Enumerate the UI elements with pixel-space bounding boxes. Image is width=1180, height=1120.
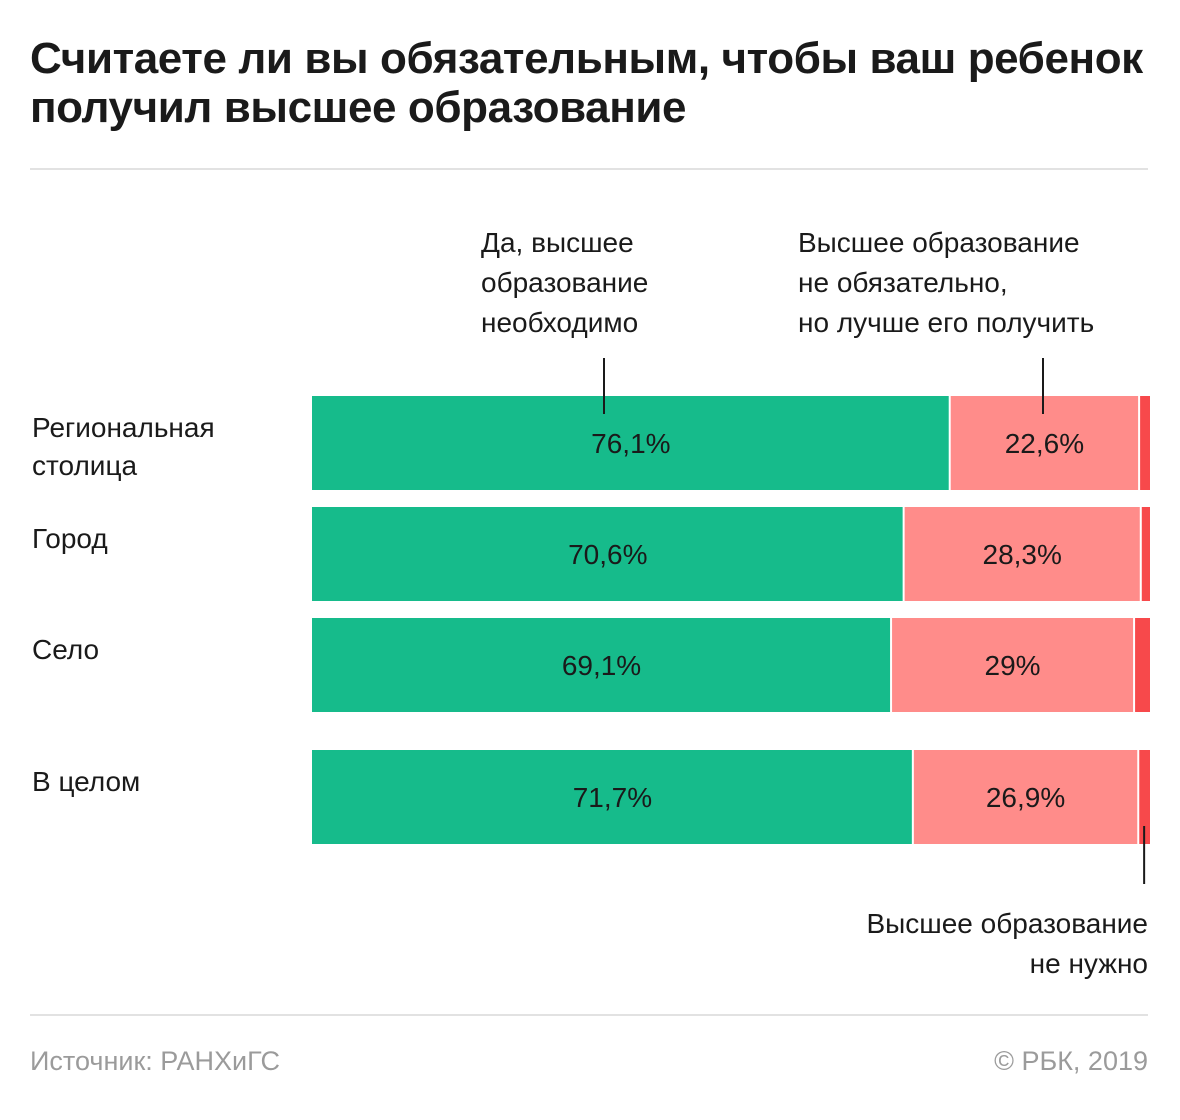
legend-yes-line: Да, высшее <box>481 227 634 258</box>
category-label: В целом <box>32 766 140 797</box>
legend-yes-line: образование <box>481 267 649 298</box>
category-label-line: В целом <box>32 766 140 797</box>
data-label: 70,6% <box>568 539 647 570</box>
legend-not-required-line: но лучше его получить <box>798 307 1095 338</box>
legend-not-required-line: Высшее образование <box>798 227 1080 258</box>
segment-separator <box>890 618 893 712</box>
legend-not-required: Высшее образование не обязательно, но лу… <box>798 223 1094 343</box>
legend-not-needed: Высшее образование не нужно <box>866 904 1148 984</box>
category-label: Село <box>32 634 99 665</box>
category-label-line: Региональная <box>32 412 215 443</box>
bar-segment <box>312 618 892 712</box>
bar-segment <box>903 507 1141 601</box>
segment-separator <box>1137 750 1140 844</box>
bar-segment <box>912 750 1139 844</box>
category-label: Региональная столица <box>32 412 215 481</box>
legend-not-required-line: не обязательно, <box>798 267 1008 298</box>
data-label: 76,1% <box>591 428 670 459</box>
category-label: Город <box>32 523 108 554</box>
data-label: 71,7% <box>573 782 652 813</box>
source-note: Источник: РАНХиГС <box>30 1046 280 1076</box>
data-label: 22,6% <box>1005 428 1084 459</box>
segment-separator <box>948 396 951 490</box>
category-label-line: Село <box>32 634 99 665</box>
data-label: 29% <box>985 650 1041 681</box>
segment-separator <box>1133 618 1136 712</box>
legend-not-needed-line: не нужно <box>1029 948 1148 979</box>
category-label-line: Город <box>32 523 108 554</box>
segment-separator <box>1138 396 1141 490</box>
segment-separator <box>1139 507 1142 601</box>
legend-yes: Да, высшее образование необходимо <box>481 223 648 343</box>
footer-divider <box>30 1014 1148 1016</box>
segment-separator <box>902 507 905 601</box>
bar-segment <box>312 396 950 490</box>
bar-segment <box>1134 618 1150 712</box>
bar-segment <box>1139 396 1150 490</box>
data-label: 69,1% <box>562 650 641 681</box>
bar-segment <box>312 750 913 844</box>
data-label: 26,9% <box>986 782 1065 813</box>
bar-segment <box>891 618 1135 712</box>
bar-segment <box>312 507 904 601</box>
title-divider <box>30 168 1148 170</box>
bar-segment <box>1140 507 1150 601</box>
copyright-note: © РБК, 2019 <box>994 1046 1148 1076</box>
category-label-line: столица <box>32 450 137 481</box>
legend-not-needed-line: Высшее образование <box>866 908 1148 939</box>
legend-yes-line: необходимо <box>481 307 639 338</box>
chart-title: Считаете ли вы обязательным, чтобы ваш р… <box>30 34 1143 132</box>
data-label: 28,3% <box>983 539 1062 570</box>
bar-segment <box>949 396 1140 490</box>
segment-separator <box>911 750 914 844</box>
bar-segment <box>1138 750 1150 844</box>
